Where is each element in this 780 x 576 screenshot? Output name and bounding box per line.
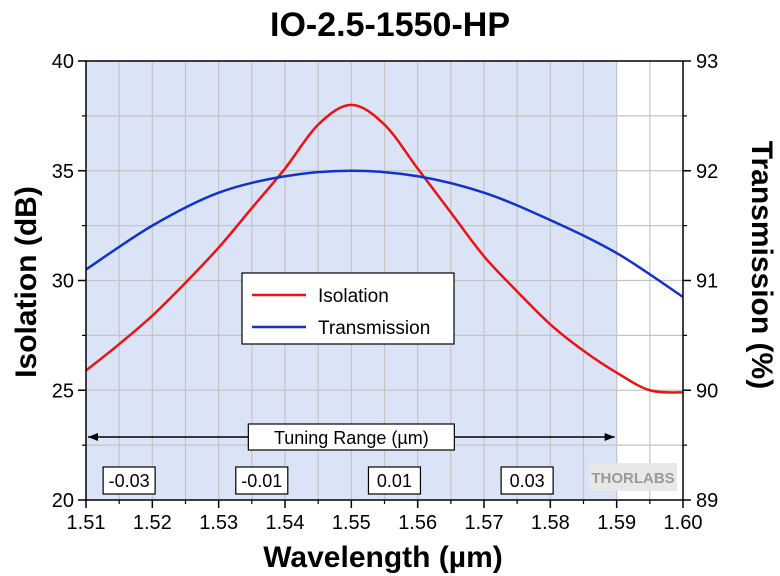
legend: Isolation Transmission — [241, 272, 455, 345]
x-tick-label: 1.56 — [398, 512, 437, 534]
left-y-tick-label: 20 — [52, 490, 74, 512]
left-y-tick-label: 35 — [52, 161, 74, 183]
offset-label-box — [235, 466, 289, 495]
offset-label: -0.01 — [241, 471, 282, 491]
x-tick-label: 1.52 — [133, 512, 172, 534]
annotations: Tuning Range (µm) -0.03 -0.01 0.01 0.03 — [88, 423, 615, 495]
chart-title: IO-2.5-1550-HP — [270, 6, 510, 44]
x-axis-label: Wavelength (µm) — [263, 541, 503, 574]
left-y-tick-label: 40 — [52, 51, 74, 73]
series-line-transmission — [85, 169, 684, 299]
left-y-tick-label: 30 — [52, 271, 74, 293]
right-y-tick-label: 92 — [696, 161, 718, 183]
tuning-range-arrowhead-right — [604, 433, 615, 441]
legend-label: Isolation — [318, 286, 389, 307]
x-axis-ticks: 1.51 1.52 1.53 1.54 1.55 1.56 1.57 1.58 1.59 1.60 — [67, 500, 703, 534]
logo-wordmark: THORLABS — [591, 470, 674, 487]
x-tick-label: 1.58 — [531, 512, 570, 534]
legend-label: Transmission — [318, 318, 430, 339]
x-tick-label: 1.55 — [332, 512, 371, 534]
legend-box — [241, 272, 455, 345]
series-line-isolation — [85, 103, 684, 394]
offset-label-box — [367, 466, 422, 495]
right-y-tick-label: 91 — [696, 271, 718, 293]
x-tick-label: 1.53 — [199, 512, 238, 534]
right-y-axis-ticks: 89 90 91 92 93 — [683, 51, 718, 512]
left-y-axis-label: Isolation (dB) — [10, 186, 43, 378]
right-y-tick-label: 89 — [696, 490, 718, 512]
tuning-range-label-box — [247, 423, 455, 451]
right-y-tick-label: 90 — [696, 380, 718, 402]
logo-background — [589, 463, 677, 491]
offset-label-box — [102, 466, 156, 495]
x-tick-label: 1.54 — [266, 512, 305, 534]
tuning-range-arrowhead-left — [88, 433, 98, 441]
series-layer — [85, 103, 684, 394]
left-y-axis-ticks: 20 25 30 35 40 — [52, 51, 86, 512]
left-y-tick-label: 25 — [52, 380, 74, 402]
right-y-tick-label: 93 — [696, 51, 718, 73]
offset-label: 0.03 — [510, 471, 545, 491]
right-y-axis-label: Transmission (%) — [745, 141, 778, 389]
offset-label-box — [500, 466, 554, 495]
x-tick-label: 1.57 — [465, 512, 504, 534]
offset-label: -0.03 — [109, 471, 150, 491]
x-tick-label: 1.59 — [597, 512, 636, 534]
x-tick-label: 1.60 — [664, 512, 703, 534]
x-tick-label: 1.51 — [67, 512, 106, 534]
offset-label: 0.01 — [377, 471, 412, 491]
thorlabs-logo: THORLABS — [589, 463, 677, 491]
tuning-range-label: Tuning Range (µm) — [274, 428, 429, 448]
